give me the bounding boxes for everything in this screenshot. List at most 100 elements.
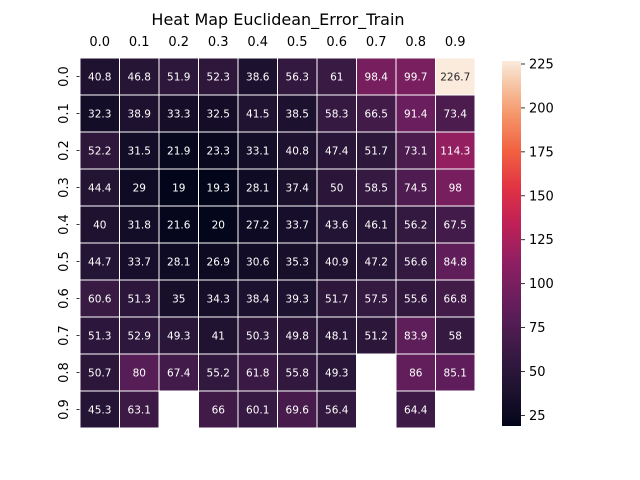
x-tick-label: 0.4 bbox=[247, 35, 268, 50]
cell-value-label: 84.8 bbox=[444, 257, 467, 269]
heatmap-cell bbox=[237, 94, 278, 133]
heatmap-cell bbox=[79, 131, 120, 170]
x-tick-label: 0.1 bbox=[129, 35, 150, 50]
colorbar-tick-label: 200 bbox=[529, 101, 554, 116]
y-tick-label: 0.0 bbox=[57, 66, 72, 87]
cell-value-label: 55.6 bbox=[404, 294, 428, 306]
cell-value-label: 47.2 bbox=[365, 257, 388, 269]
cell-value-label: 64.4 bbox=[404, 405, 428, 417]
cell-value-label: 52.3 bbox=[207, 72, 230, 84]
colorbar: 25 50 75 100 125 150 175 200 225 bbox=[502, 57, 554, 426]
heatmap-cells: 40.8 46.8 51.9 52.3 38.6 56.3 61 98.4 99.7 226.7 3… bbox=[79, 57, 476, 429]
heatmap-cell bbox=[79, 353, 120, 392]
cell-value-label: 45.3 bbox=[88, 405, 111, 417]
cell-value-label: 33.3 bbox=[167, 109, 190, 121]
cell-value-label: 20 bbox=[212, 220, 225, 232]
y-tick-label: 0.1 bbox=[57, 103, 72, 124]
cell-value-label: 46.1 bbox=[365, 220, 388, 232]
cell-value-label: 47.4 bbox=[325, 146, 349, 158]
colorbar-tick-label: 125 bbox=[529, 233, 554, 248]
cell-value-label: 98 bbox=[449, 183, 462, 195]
cell-value-label: 35 bbox=[172, 294, 185, 306]
cell-value-label: 51.3 bbox=[128, 294, 151, 306]
heatmap-cell bbox=[356, 131, 397, 170]
heatmap-cell bbox=[277, 316, 318, 355]
heatmap-cell bbox=[277, 279, 318, 318]
cell-value-label: 32.3 bbox=[88, 109, 111, 121]
cell-value-label: 19 bbox=[172, 183, 185, 195]
cell-value-label: 51.7 bbox=[325, 294, 348, 306]
heatmap-cell bbox=[395, 390, 436, 429]
cell-value-label: 19.3 bbox=[207, 183, 230, 195]
heatmap-cell bbox=[198, 279, 239, 318]
cell-value-label: 37.4 bbox=[286, 183, 310, 195]
cell-value-label: 38.4 bbox=[246, 294, 270, 306]
heatmap-cell bbox=[356, 242, 397, 281]
cell-value-label: 51.7 bbox=[365, 146, 388, 158]
heatmap-cell bbox=[198, 390, 239, 429]
colorbar-tick-label: 175 bbox=[529, 145, 554, 160]
cell-value-label: 46.8 bbox=[128, 72, 151, 84]
cell-value-label: 27.2 bbox=[246, 220, 269, 232]
y-tick-labels: 0.0 0.1 0.2 0.3 0.4 0.5 0.6 0.7 0.8 0.9 bbox=[57, 66, 80, 420]
cell-value-label: 41 bbox=[212, 331, 225, 343]
colorbar-tick-label: 25 bbox=[529, 409, 546, 424]
heatmap-cell bbox=[277, 205, 318, 244]
heatmap-cell bbox=[395, 353, 436, 392]
heatmap-cell bbox=[237, 242, 278, 281]
cell-value-label: 31.8 bbox=[128, 220, 151, 232]
heatmap-cell bbox=[119, 390, 160, 429]
colorbar-tick-label: 150 bbox=[529, 189, 554, 204]
heatmap-cell bbox=[435, 205, 476, 244]
heatmap-cell bbox=[198, 131, 239, 170]
cell-value-label: 91.4 bbox=[404, 109, 428, 121]
cell-value-label: 23.3 bbox=[207, 146, 230, 158]
heatmap-cell bbox=[237, 353, 278, 392]
cell-value-label: 61.8 bbox=[246, 368, 269, 380]
cell-value-label: 49.3 bbox=[167, 331, 190, 343]
heatmap-cell bbox=[395, 316, 436, 355]
heatmap-cell bbox=[395, 57, 436, 96]
cell-value-label: 33.7 bbox=[286, 220, 309, 232]
heatmap-cell bbox=[198, 205, 239, 244]
heatmap-cell bbox=[356, 168, 397, 207]
heatmap-cell bbox=[356, 94, 397, 133]
cell-value-label: 32.5 bbox=[207, 109, 230, 121]
cell-value-label: 85.1 bbox=[444, 368, 467, 380]
cell-value-label: 51.9 bbox=[167, 72, 190, 84]
cell-value-label: 41.5 bbox=[246, 109, 269, 121]
cell-value-label: 49.8 bbox=[286, 331, 309, 343]
heatmap-cell bbox=[435, 353, 476, 392]
cell-value-label: 63.1 bbox=[128, 405, 151, 417]
cell-value-label: 50 bbox=[330, 183, 343, 195]
cell-value-label: 33.7 bbox=[128, 257, 151, 269]
heatmap-cell bbox=[79, 242, 120, 281]
colorbar-tick-label: 225 bbox=[529, 57, 554, 72]
cell-value-label: 29 bbox=[133, 183, 146, 195]
cell-value-label: 69.6 bbox=[286, 405, 310, 417]
y-tick-label: 0.2 bbox=[57, 140, 72, 161]
x-tick-label: 0.7 bbox=[366, 35, 387, 50]
cell-value-label: 56.2 bbox=[404, 220, 427, 232]
heatmap-cell bbox=[79, 316, 120, 355]
cell-value-label: 99.7 bbox=[404, 72, 427, 84]
heatmap-cell bbox=[395, 205, 436, 244]
x-tick-label: 0.3 bbox=[208, 35, 229, 50]
cell-value-label: 58.3 bbox=[325, 109, 348, 121]
cell-value-label: 50.3 bbox=[246, 331, 269, 343]
x-tick-label: 0.6 bbox=[326, 35, 347, 50]
cell-value-label: 38.5 bbox=[286, 109, 309, 121]
heatmap-cell bbox=[316, 168, 357, 207]
cell-value-label: 52.9 bbox=[128, 331, 151, 343]
cell-value-label: 51.2 bbox=[365, 331, 388, 343]
colorbar-tick-label: 100 bbox=[529, 277, 554, 292]
x-tick-label: 0.2 bbox=[168, 35, 189, 50]
heatmap-cell bbox=[435, 57, 476, 96]
x-tick-label: 0.8 bbox=[405, 35, 426, 50]
y-tick-label: 0.8 bbox=[57, 362, 72, 383]
cell-value-label: 61 bbox=[330, 72, 343, 84]
cell-value-label: 60.1 bbox=[246, 405, 269, 417]
heatmap-cell bbox=[277, 57, 318, 96]
heatmap-cell bbox=[198, 57, 239, 96]
